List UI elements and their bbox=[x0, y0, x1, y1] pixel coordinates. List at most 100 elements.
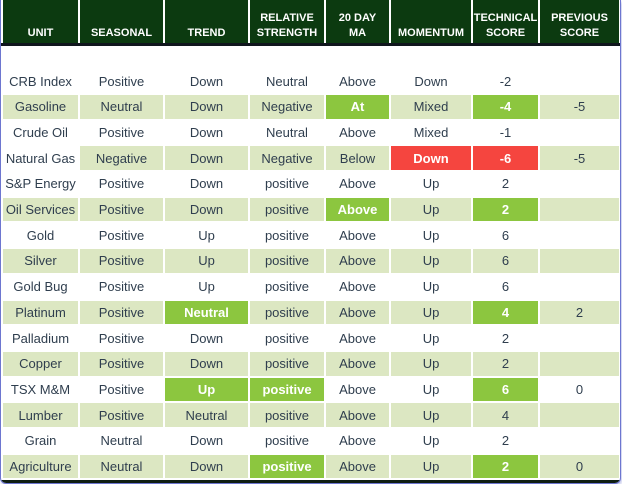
table-cell-trend: Up bbox=[165, 274, 248, 299]
table-cell-unit: S&P Energy bbox=[3, 172, 78, 196]
table-cell-momentum: Up bbox=[391, 249, 471, 273]
table-cell-trend: Down bbox=[165, 95, 248, 119]
table-cell-previous-score bbox=[540, 428, 619, 453]
table-cell-momentum: Mixed bbox=[391, 95, 471, 119]
table-cell-previous-score: 0 bbox=[540, 454, 619, 479]
table-cell-technical-score: 6 bbox=[473, 377, 538, 402]
table-cell-unit: Grain bbox=[3, 428, 78, 453]
table-cell-relative-strength: positive bbox=[250, 403, 324, 427]
table-cell-momentum: Up bbox=[391, 403, 471, 427]
table-cell-technical-score: -6 bbox=[473, 146, 538, 171]
table-cell-unit: Gold bbox=[3, 223, 78, 248]
table-cell-trend: Down bbox=[165, 326, 248, 350]
table-cell-seasonal: Negative bbox=[80, 146, 163, 171]
table-cell-seasonal: Neutral bbox=[80, 95, 163, 119]
table-cell-trend: Down bbox=[165, 197, 248, 222]
table-cell-relative-strength: positive bbox=[250, 300, 324, 325]
table-cell-20-day-ma: Above bbox=[326, 300, 389, 325]
table-cell-relative-strength: positive bbox=[250, 351, 324, 376]
table-footer-bar bbox=[1, 480, 620, 483]
table-cell-unit: Platinum bbox=[3, 300, 78, 325]
table-cell-trend: Up bbox=[165, 223, 248, 248]
table-cell-momentum: Up bbox=[391, 326, 471, 350]
table-row: Lumber Positive Neutral positive Above Up 4 bbox=[3, 403, 619, 427]
table-cell-technical-score: -2 bbox=[473, 48, 538, 93]
table-cell-seasonal: Positive bbox=[80, 351, 163, 376]
table-cell-seasonal: Neutral bbox=[80, 454, 163, 479]
table-row: Natural Gas Negative Down Negative Below Down… bbox=[3, 146, 619, 171]
table-cell-trend: Up bbox=[165, 249, 248, 273]
table-cell-20-day-ma: Above bbox=[326, 120, 389, 145]
table-row: Grain Neutral Down positive Above Up 2 bbox=[3, 428, 619, 453]
table-cell-previous-score bbox=[540, 120, 619, 145]
table-row: Gold Positive Up positive Above Up 6 bbox=[3, 223, 619, 248]
table-cell-relative-strength: Negative bbox=[250, 146, 324, 171]
table-cell-unit: Agriculture bbox=[3, 454, 78, 479]
table-cell-relative-strength: positive bbox=[250, 377, 324, 402]
table-cell-trend: Down bbox=[165, 454, 248, 479]
table-cell-relative-strength: positive bbox=[250, 249, 324, 273]
table-cell-trend: Down bbox=[165, 146, 248, 171]
table-cell-unit: Silver bbox=[3, 249, 78, 273]
table-cell-technical-score: 2 bbox=[473, 351, 538, 376]
table-cell-trend: Down bbox=[165, 351, 248, 376]
table-cell-technical-score: 2 bbox=[473, 326, 538, 350]
table-header-row: UNIT SEASONAL TREND RELATIVE STRENGTH 20 DAY… bbox=[3, 0, 619, 43]
table-cell-momentum: Up bbox=[391, 428, 471, 453]
column-header-momentum: MOMENTUM bbox=[391, 0, 471, 43]
table-cell-previous-score: 0 bbox=[540, 377, 619, 402]
table-cell-momentum: Up bbox=[391, 377, 471, 402]
table-row: Platinum Positive Neutral positive Above Up 4 2 bbox=[3, 300, 619, 325]
table-row: Palladium Positive Down positive Above Up 2 bbox=[3, 326, 619, 350]
table-row: Silver Positive Up positive Above Up 6 bbox=[3, 249, 619, 273]
table-cell-20-day-ma: Above bbox=[326, 351, 389, 376]
table-cell-technical-score: 2 bbox=[473, 454, 538, 479]
table-cell-trend: Up bbox=[165, 377, 248, 402]
table-cell-momentum: Up bbox=[391, 223, 471, 248]
table-cell-20-day-ma: Above bbox=[326, 274, 389, 299]
table-cell-trend: Neutral bbox=[165, 403, 248, 427]
table-cell-20-day-ma: Above bbox=[326, 172, 389, 196]
table-cell-momentum: Mixed bbox=[391, 120, 471, 145]
table-cell-momentum: Up bbox=[391, 454, 471, 479]
table-row: Agriculture Neutral Down positive Above Up 2 0 bbox=[3, 454, 619, 479]
table-cell-relative-strength: positive bbox=[250, 172, 324, 196]
table-cell-previous-score bbox=[540, 274, 619, 299]
table-cell-previous-score bbox=[540, 326, 619, 350]
table-cell-momentum: Up bbox=[391, 197, 471, 222]
table-cell-seasonal: Positive bbox=[80, 172, 163, 196]
table-cell-technical-score: 2 bbox=[473, 197, 538, 222]
table-cell-relative-strength: positive bbox=[250, 197, 324, 222]
table-cell-20-day-ma: Above bbox=[326, 454, 389, 479]
table-cell-technical-score: 6 bbox=[473, 249, 538, 273]
table-cell-20-day-ma: Above bbox=[326, 377, 389, 402]
table-cell-20-day-ma: Above bbox=[326, 403, 389, 427]
table-cell-20-day-ma: Above bbox=[326, 197, 389, 222]
table-cell-previous-score bbox=[540, 249, 619, 273]
table-body: CRB Index Positive Down Neutral Above Down -2 G… bbox=[3, 48, 619, 479]
table-cell-20-day-ma: Above bbox=[326, 428, 389, 453]
table-cell-seasonal: Positive bbox=[80, 249, 163, 273]
table-row: Gold Bug Positive Up positive Above Up 6 bbox=[3, 274, 619, 299]
table-row: Oil Services Positive Down positive Above Up 2 bbox=[3, 197, 619, 222]
table-row: Copper Positive Down positive Above Up 2 bbox=[3, 351, 619, 376]
table-cell-20-day-ma: Below bbox=[326, 146, 389, 171]
table-cell-previous-score bbox=[540, 351, 619, 376]
header-separator-line bbox=[1, 43, 620, 46]
table-cell-seasonal: Positive bbox=[80, 48, 163, 93]
table-cell-20-day-ma: At bbox=[326, 95, 389, 119]
table-cell-technical-score: 2 bbox=[473, 172, 538, 196]
table-cell-20-day-ma: Above bbox=[326, 249, 389, 273]
table-cell-previous-score bbox=[540, 48, 619, 93]
table-cell-unit: Lumber bbox=[3, 403, 78, 427]
table-cell-previous-score bbox=[540, 223, 619, 248]
table-cell-seasonal: Positive bbox=[80, 120, 163, 145]
column-header-seasonal: SEASONAL bbox=[80, 0, 163, 43]
table-cell-seasonal: Positive bbox=[80, 403, 163, 427]
table-cell-previous-score bbox=[540, 172, 619, 196]
table-cell-20-day-ma: Above bbox=[326, 48, 389, 93]
table-cell-seasonal: Positive bbox=[80, 326, 163, 350]
table-cell-relative-strength: positive bbox=[250, 223, 324, 248]
table-cell-seasonal: Positive bbox=[80, 274, 163, 299]
table-row: S&P Energy Positive Down positive Above Up 2 bbox=[3, 172, 619, 196]
